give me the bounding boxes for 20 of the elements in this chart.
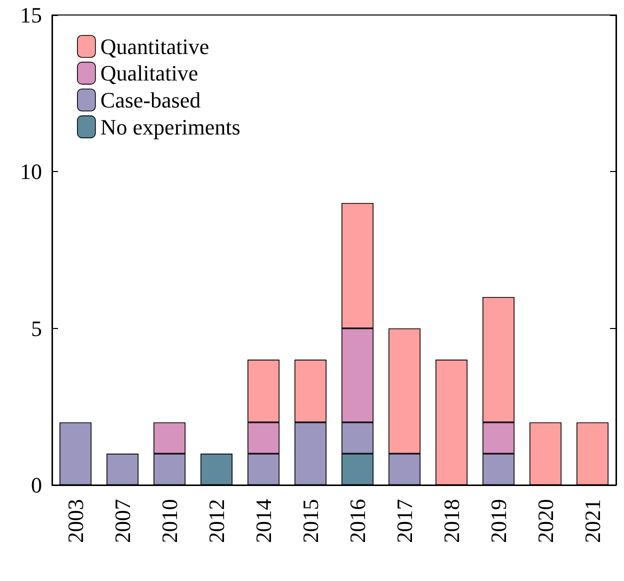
x-tick-label: 2014	[251, 499, 276, 543]
legend-label: Qualitative	[100, 60, 198, 86]
x-tick-label: 2020	[533, 499, 558, 543]
x-tick-label: 2012	[204, 499, 229, 543]
x-tick-label: 2010	[157, 499, 182, 543]
x-tick-label: 2018	[439, 499, 464, 543]
x-tick-label: 2015	[298, 499, 323, 543]
x-tick-label: 2019	[486, 499, 511, 543]
x-tick-label: 2007	[110, 499, 135, 543]
legend-label: Case-based	[100, 88, 201, 112]
x-tick-label: 2016	[345, 499, 370, 543]
y-tick-label: 15	[20, 2, 42, 28]
x-tick-label: 2017	[392, 499, 417, 543]
y-tick-label: 5	[31, 316, 42, 341]
legend-label: No experiments	[100, 114, 240, 140]
x-tick-label: 2003	[63, 499, 88, 543]
y-tick-label: 0	[31, 472, 42, 498]
legend-label: Quantitative	[100, 34, 210, 59]
y-tick-label: 10	[20, 159, 42, 184]
x-tick-label: 2021	[580, 499, 605, 543]
